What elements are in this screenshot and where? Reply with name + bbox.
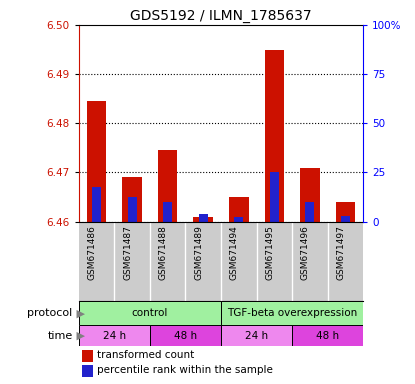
Bar [158,151,178,222]
Bar [150,325,221,346]
Bar [221,325,292,346]
Text: GSM671495: GSM671495 [265,226,274,280]
Bar [229,197,249,222]
Bar [305,202,314,222]
Bar [193,217,213,222]
Text: transformed count: transformed count [98,350,195,360]
Text: ▶: ▶ [73,308,85,318]
Text: TGF-beta overexpression: TGF-beta overexpression [227,308,357,318]
Bar [79,301,221,325]
Bar [128,197,137,222]
Text: GSM671489: GSM671489 [194,226,203,280]
Text: 24 h: 24 h [245,331,268,341]
Text: GSM671494: GSM671494 [230,226,239,280]
Text: 48 h: 48 h [316,331,339,341]
Bar [234,217,243,222]
Bar [199,214,208,222]
Bar [300,167,320,222]
Bar [270,172,279,222]
Bar [87,101,106,222]
Text: GSM671488: GSM671488 [159,226,168,280]
Bar [163,202,172,222]
Text: time: time [47,331,73,341]
Text: GSM671486: GSM671486 [88,226,97,280]
Bar [341,216,350,222]
Bar [336,202,355,222]
Bar [82,350,93,362]
Bar [82,364,93,377]
Text: GSM671496: GSM671496 [301,226,310,280]
Title: GDS5192 / ILMN_1785637: GDS5192 / ILMN_1785637 [130,8,312,23]
Bar [221,301,363,325]
Text: control: control [132,308,168,318]
Bar [79,325,150,346]
Bar [122,177,142,222]
Text: percentile rank within the sample: percentile rank within the sample [98,365,273,375]
Bar [292,325,363,346]
Text: GSM671487: GSM671487 [123,226,132,280]
Bar [92,187,101,222]
Text: protocol: protocol [27,308,73,318]
Text: ▶: ▶ [73,331,85,341]
Bar [264,50,284,222]
Text: 24 h: 24 h [103,331,126,341]
Text: 48 h: 48 h [174,331,197,341]
Text: GSM671497: GSM671497 [337,226,345,280]
